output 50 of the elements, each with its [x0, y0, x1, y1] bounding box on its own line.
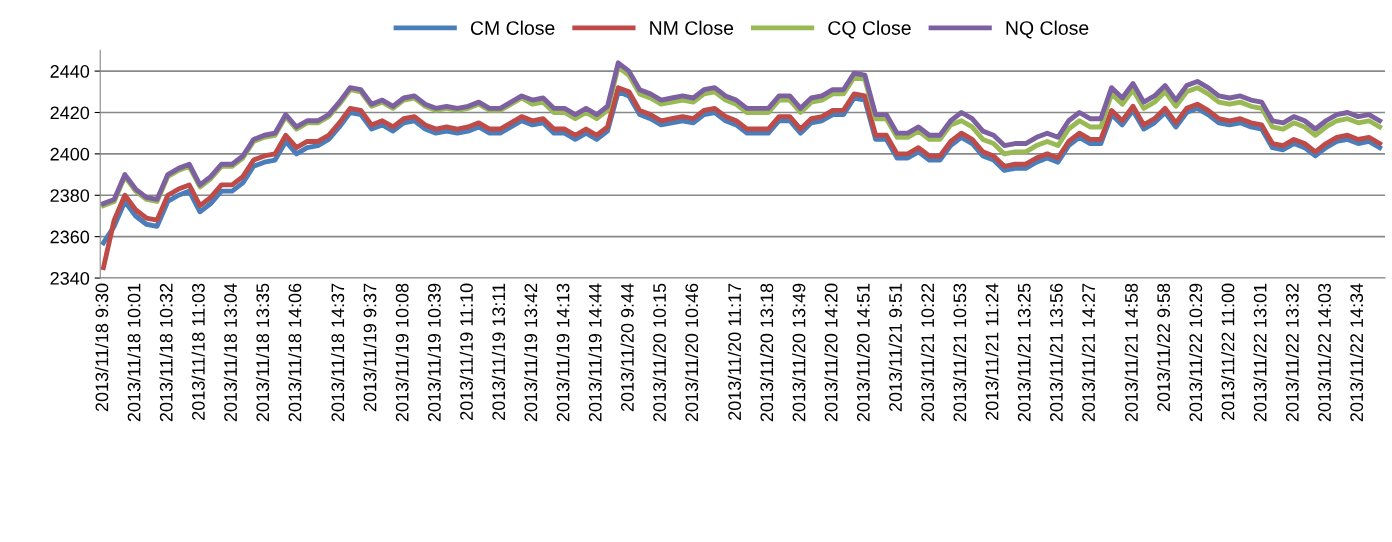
x-tick-label: 2013/11/20 13:18 [759, 283, 774, 422]
x-tick-label: 2013/11/22 9:58 [1156, 283, 1171, 412]
x-tick-label: 2013/11/22 10:29 [1188, 283, 1203, 422]
x-tick-label: 2013/11/21 14:58 [1124, 283, 1138, 422]
legend-label: NM Close [650, 20, 734, 35]
x-tick-label: 2013/11/20 14:20 [824, 283, 838, 422]
line-series [101, 85, 1383, 271]
x-tick-label: 2013/11/22 14:03 [1317, 283, 1331, 422]
x-tick-label: 2013/11/18 14:06 [288, 283, 302, 422]
x-tick-label: 2013/11/20 11:17 [727, 283, 742, 420]
x-tick-label: 2013/11/22 14:34 [1349, 283, 1364, 422]
y-tick-label: 2340 [50, 271, 90, 285]
x-tick-label: 2013/11/21 13:56 [1049, 283, 1063, 422]
legend-label: CQ Close [828, 20, 911, 39]
x-tick-label: 2013/11/21 9:51 [888, 283, 902, 412]
x-tick-label: 2013/11/22 13:32 [1285, 283, 1299, 422]
x-tick-label: 2013/11/18 10:32 [159, 283, 173, 422]
x-tick-label: 2013/11/20 9:44 [620, 283, 634, 412]
x-tick-label: 2013/11/22 13:01 [1253, 283, 1267, 422]
x-tick-label: 2013/11/20 13:49 [792, 283, 806, 422]
y-tick-label: 2360 [50, 230, 90, 244]
x-tick-label: 2013/11/21 10:22 [920, 283, 935, 422]
x-tick-label: 2013/11/19 9:37 [363, 283, 377, 412]
x-tick-label: 2013/11/21 14:27 [1081, 283, 1095, 422]
x-tick-label: 2013/11/18 9:30 [95, 283, 109, 412]
y-tick-label: 2440 [50, 65, 90, 78]
x-tick-label: 2013/11/19 14:44 [588, 283, 602, 422]
x-tick-label: 2013/11/21 10:53 [953, 283, 967, 422]
x-tick-label: 2013/11/19 10:08 [395, 283, 409, 422]
x-tick-label: 2013/11/19 14:13 [556, 283, 570, 422]
x-tick-label: 2013/11/18 13:04 [223, 283, 237, 422]
x-tick-label: 2013/11/18 14:37 [330, 283, 345, 422]
y-tick-label: 2400 [50, 147, 90, 161]
x-tick-label: 2013/11/18 10:01 [127, 283, 141, 422]
x-tick-label: 2013/11/20 14:51 [856, 283, 870, 422]
x-tick-label: 2013/11/21 13:25 [1017, 283, 1031, 422]
legend-label: CM Close [470, 20, 555, 35]
x-tick-label: 2013/11/20 10:46 [684, 283, 699, 422]
x-tick-label: 2013/11/20 10:15 [652, 283, 666, 422]
legend-label: NQ Close [1006, 20, 1089, 39]
x-tick-label: 2013/11/18 11:03 [191, 283, 205, 420]
x-tick-label: 2013/11/21 11:24 [985, 283, 999, 420]
x-tick-label: 2013/11/19 13:11 [491, 283, 506, 420]
y-tick-label: 2420 [50, 106, 90, 120]
y-tick-label: 2380 [50, 189, 90, 202]
x-tick-label: 2013/11/18 13:35 [255, 283, 270, 422]
x-tick-label: 2013/11/19 10:39 [427, 283, 441, 422]
x-tick-label: 2013/11/22 11:00 [1221, 283, 1235, 420]
x-tick-label: 2013/11/19 11:10 [459, 283, 473, 420]
x-tick-label: 2013/11/19 13:42 [524, 283, 538, 422]
